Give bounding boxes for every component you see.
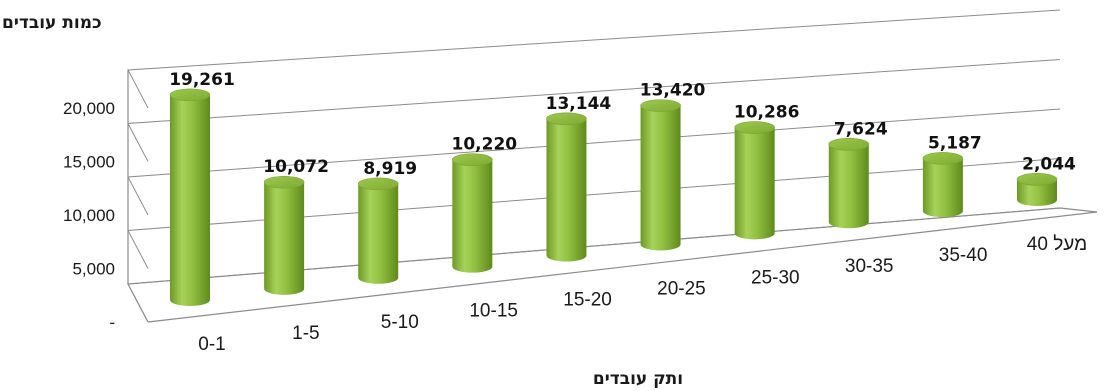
- y-axis-title: כמות עובדים: [2, 13, 102, 33]
- x-axis-line: [147, 211, 1098, 323]
- y-tick-label: -: [109, 313, 115, 332]
- data-labels: 19,261 10,072 8,919 10,220 13,144 13,420 10,28…: [169, 70, 1076, 179]
- data-label-2: 8,919: [363, 159, 417, 179]
- bar-top: [734, 121, 775, 134]
- data-label-9: 2,044: [1022, 154, 1076, 174]
- x-tick-label-2: 5-10: [381, 312, 419, 333]
- y-tick-label: 5,000: [72, 260, 115, 279]
- bar-6: [734, 121, 775, 240]
- x-tick-label-9: מעל 40: [1027, 234, 1087, 255]
- bar-body: [452, 159, 493, 273]
- data-label-3: 10,220: [452, 135, 518, 155]
- x-tick-label-5: 20-25: [657, 278, 706, 299]
- bar-top: [922, 152, 964, 165]
- bar-body: [358, 183, 399, 284]
- data-label-8: 5,187: [928, 133, 982, 153]
- data-label-5: 13,420: [640, 81, 706, 101]
- bar-body: [734, 127, 775, 240]
- bar-top: [1016, 173, 1058, 186]
- data-label-4: 13,144: [546, 94, 612, 114]
- bar-top: [263, 175, 305, 189]
- bar-body: [828, 144, 869, 229]
- x-axis-title: ותק עובדים: [593, 369, 683, 389]
- y-tick-label: 20,000: [63, 99, 115, 118]
- bar-top: [452, 153, 493, 166]
- bar-body: [640, 105, 681, 251]
- bar-body: [922, 158, 963, 218]
- bar-2: [357, 177, 399, 284]
- data-label-6: 10,286: [734, 103, 800, 123]
- bar-body: [546, 118, 587, 262]
- x-tick-label-7: 30-35: [845, 256, 894, 277]
- y-tick-label: 10,000: [63, 206, 115, 225]
- bar-5: [640, 99, 681, 251]
- bar-top: [169, 88, 211, 102]
- bar-1: [263, 175, 305, 295]
- bar-7: [828, 137, 870, 229]
- data-label-1: 10,072: [263, 157, 329, 177]
- x-tick-label-1: 1-5: [292, 323, 319, 344]
- y-tick-label: 15,000: [63, 153, 115, 172]
- bar-top: [546, 112, 587, 126]
- data-label-7: 7,624: [834, 119, 888, 139]
- x-tick-label-3: 10-15: [469, 301, 518, 322]
- axes: [127, 70, 1098, 323]
- bar-9: [1016, 173, 1058, 206]
- floor-back-edge: [127, 207, 1098, 323]
- x-tick-label-8: 35-40: [939, 245, 988, 266]
- bar-top: [640, 99, 681, 112]
- bar-top: [828, 137, 870, 151]
- bar-top: [357, 177, 399, 191]
- bar-3: [452, 153, 493, 273]
- x-tick-label-0: 0-1: [198, 334, 225, 355]
- bar-body: [1017, 179, 1057, 206]
- bar-body: [264, 182, 305, 295]
- bar-0: [169, 88, 211, 306]
- x-tick-label-4: 15-20: [563, 290, 612, 311]
- x-tick-label-6: 25-30: [751, 267, 800, 288]
- bars: [169, 88, 1058, 306]
- bar-4: [546, 112, 587, 262]
- bar-body: [170, 94, 210, 306]
- tick-labels: - 5,000 10,000 15,000 20,000 0-1 1-5 5-10 10-15 1…: [63, 99, 1087, 355]
- bar-8: [922, 152, 964, 218]
- data-label-0: 19,261: [169, 70, 235, 90]
